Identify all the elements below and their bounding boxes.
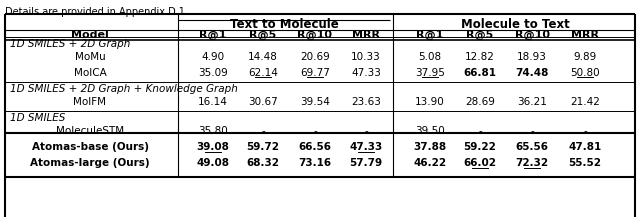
Text: 59.72: 59.72: [246, 142, 280, 152]
Text: R@10: R@10: [515, 30, 550, 40]
Text: MoMu: MoMu: [75, 52, 106, 62]
Text: 49.08: 49.08: [196, 158, 230, 168]
Text: 1D SMILES: 1D SMILES: [10, 113, 65, 123]
Text: 20.69: 20.69: [300, 52, 330, 62]
Text: 69.77: 69.77: [300, 68, 330, 78]
Text: 66.81: 66.81: [463, 68, 497, 78]
Text: 10.33: 10.33: [351, 52, 381, 62]
Text: 23.63: 23.63: [351, 97, 381, 107]
Text: 47.81: 47.81: [568, 142, 602, 152]
Text: R@10: R@10: [298, 30, 333, 40]
Text: 47.33: 47.33: [351, 68, 381, 78]
Text: 74.48: 74.48: [515, 68, 548, 78]
Text: 39.08: 39.08: [196, 142, 229, 152]
Text: Atomas-base (Ours): Atomas-base (Ours): [31, 142, 148, 152]
Text: 37.88: 37.88: [413, 142, 447, 152]
Text: Molecule to Text: Molecule to Text: [461, 18, 570, 32]
Text: MRR: MRR: [352, 30, 380, 40]
Text: 66.56: 66.56: [298, 142, 332, 152]
Text: R@5: R@5: [250, 30, 276, 40]
Text: 55.52: 55.52: [568, 158, 602, 168]
Text: -: -: [261, 126, 265, 136]
Text: -: -: [478, 126, 482, 136]
Text: -: -: [313, 126, 317, 136]
Text: 47.33: 47.33: [349, 142, 383, 152]
Text: 68.32: 68.32: [246, 158, 280, 168]
Text: MolCA: MolCA: [74, 68, 106, 78]
Text: 72.32: 72.32: [515, 158, 548, 168]
Text: 35.80: 35.80: [198, 126, 228, 136]
Text: MoleculeSTM: MoleculeSTM: [56, 126, 124, 136]
Text: 36.21: 36.21: [517, 97, 547, 107]
Text: R@1: R@1: [199, 30, 227, 40]
Text: 21.42: 21.42: [570, 97, 600, 107]
Text: 9.89: 9.89: [573, 52, 596, 62]
Text: 50.80: 50.80: [570, 68, 600, 78]
Text: 14.48: 14.48: [248, 52, 278, 62]
Text: 39.54: 39.54: [300, 97, 330, 107]
Text: 16.14: 16.14: [198, 97, 228, 107]
Text: MolFM: MolFM: [74, 97, 106, 107]
Text: -: -: [583, 126, 587, 136]
Text: 28.69: 28.69: [465, 97, 495, 107]
Text: 30.67: 30.67: [248, 97, 278, 107]
Text: 46.22: 46.22: [413, 158, 447, 168]
Text: 5.08: 5.08: [419, 52, 442, 62]
Text: 59.22: 59.22: [463, 142, 497, 152]
Text: R@1: R@1: [416, 30, 444, 40]
Text: 35.09: 35.09: [198, 68, 228, 78]
Text: 18.93: 18.93: [517, 52, 547, 62]
Text: 66.02: 66.02: [463, 158, 497, 168]
Text: 65.56: 65.56: [515, 142, 548, 152]
Text: 73.16: 73.16: [298, 158, 332, 168]
Text: MRR: MRR: [571, 30, 599, 40]
Text: 57.79: 57.79: [349, 158, 383, 168]
Text: -: -: [530, 126, 534, 136]
Text: 37.95: 37.95: [415, 68, 445, 78]
Text: R@5: R@5: [467, 30, 493, 40]
Text: 12.82: 12.82: [465, 52, 495, 62]
Text: Details are provided in Appendix D.1.: Details are provided in Appendix D.1.: [5, 7, 188, 17]
Text: 13.90: 13.90: [415, 97, 445, 107]
Text: 39.50: 39.50: [415, 126, 445, 136]
Text: Text to Molecule: Text to Molecule: [230, 18, 339, 32]
Text: 1D SMILES + 2D Graph: 1D SMILES + 2D Graph: [10, 39, 131, 49]
Text: 4.90: 4.90: [202, 52, 225, 62]
Text: Model: Model: [71, 30, 109, 40]
Text: 62.14: 62.14: [248, 68, 278, 78]
Text: 1D SMILES + 2D Graph + Knowledge Graph: 1D SMILES + 2D Graph + Knowledge Graph: [10, 84, 238, 94]
Text: -: -: [364, 126, 368, 136]
Text: Atomas-large (Ours): Atomas-large (Ours): [30, 158, 150, 168]
